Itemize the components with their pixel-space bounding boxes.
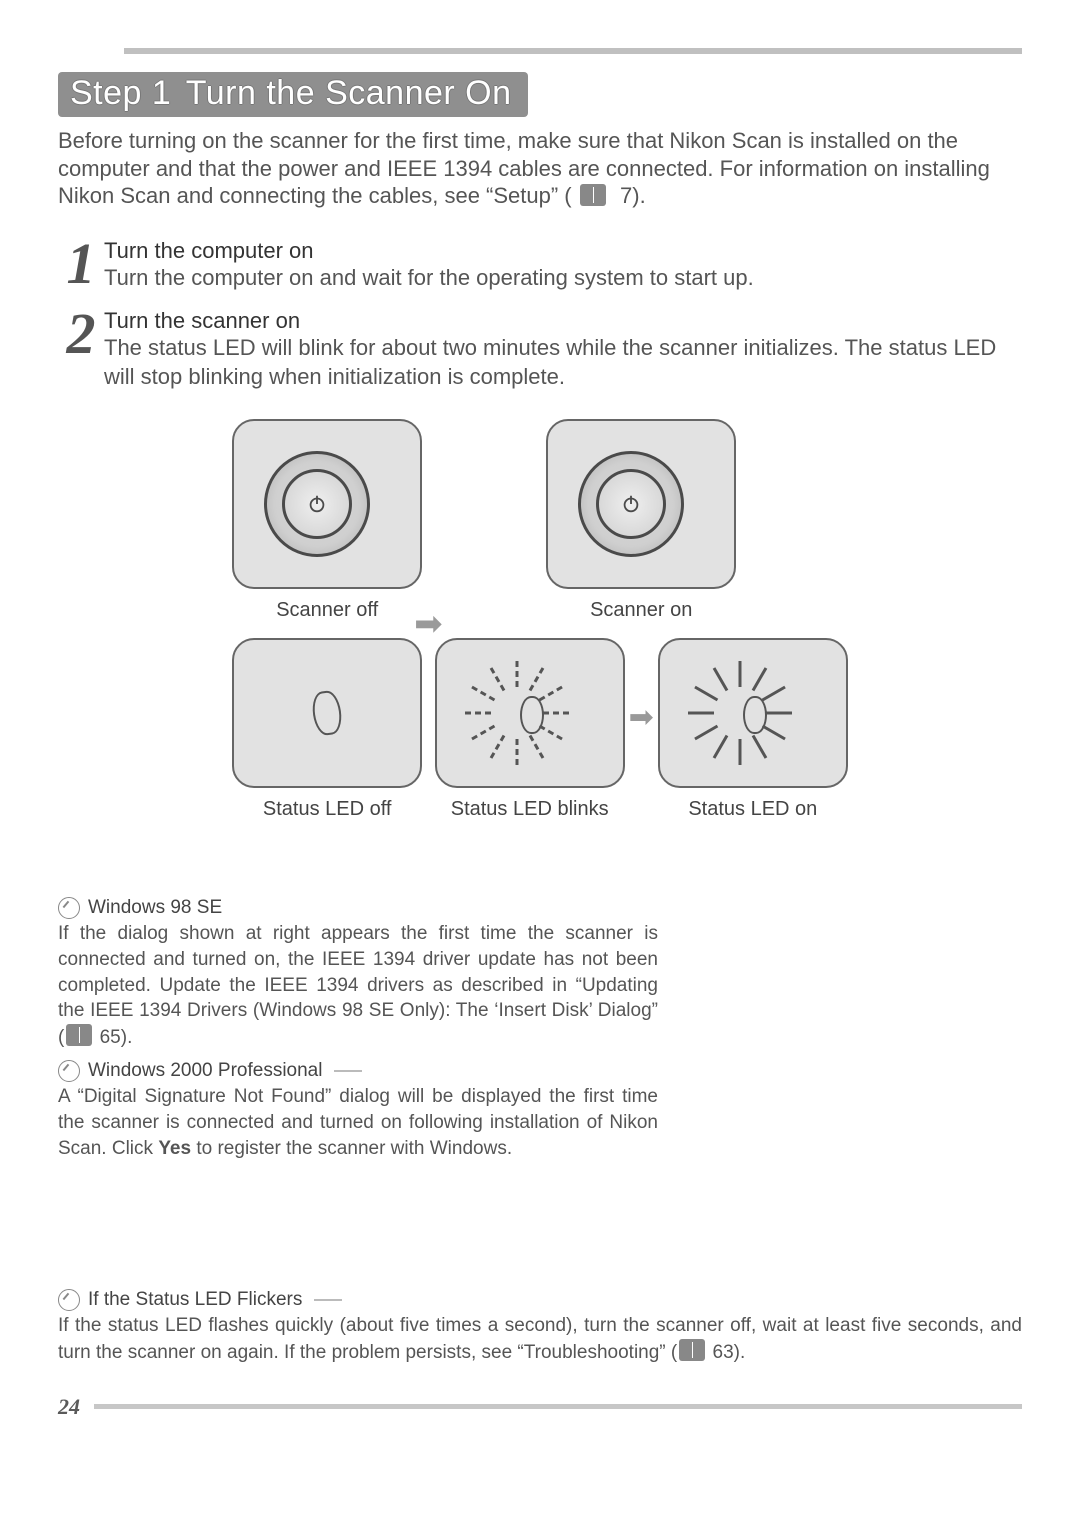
callout-body: If the status LED ﬂashes quickly (about … — [58, 1313, 1022, 1365]
step-1-text: Turn the computer on and wait for the op… — [104, 264, 1022, 293]
callout-win98: Windows 98 SE If the dialog shown at rig… — [58, 897, 1022, 1050]
led-blinks-icon — [470, 663, 590, 763]
callout-title: If the Status LED Flickers — [88, 1289, 302, 1311]
book-icon — [66, 1024, 92, 1046]
led-on-icon — [693, 663, 813, 763]
step-2-heading: Turn the scanner on — [104, 308, 1022, 334]
callout-title: Windows 2000 Professional — [88, 1060, 322, 1082]
book-icon — [580, 184, 606, 206]
callout-body: If the dialog shown at right appears the… — [58, 921, 658, 1050]
scanner-on-label: Scanner on — [590, 599, 692, 622]
step-label: Step 1 — [70, 74, 171, 112]
callout-head-rule — [334, 1070, 362, 1072]
callout-head-rule — [314, 1299, 342, 1301]
intro-text: Before turning on the scanner for the ﬁr… — [58, 128, 990, 208]
step-title-text: Turn the Scanner On — [186, 74, 512, 112]
note-icon — [58, 1060, 80, 1082]
step-title-banner: Step 1 Turn the Scanner On — [58, 72, 528, 117]
book-icon — [679, 1339, 705, 1361]
scanner-on-panel — [546, 419, 736, 589]
led-off-icon — [310, 690, 344, 737]
led-off-label: Status LED off — [263, 798, 392, 821]
scanner-on-col: Scanner on — [435, 419, 848, 837]
callout-win2000: Windows 2000 Professional A “Digital Sig… — [58, 1060, 1022, 1161]
power-icon — [620, 493, 642, 515]
top-rule — [124, 48, 1022, 54]
page-number: 24 — [58, 1394, 80, 1420]
led-off-panel — [232, 638, 422, 788]
manual-page: Step 1 Turn the Scanner On Before turnin… — [0, 0, 1080, 1460]
step-1-heading: Turn the computer on — [104, 238, 1022, 264]
intro-pageref: 7). — [614, 183, 646, 208]
step-2-text: The status LED will blink for about two … — [104, 334, 1022, 391]
step-1: 1 Turn the computer on Turn the computer… — [58, 232, 1022, 293]
footer-rule — [94, 1404, 1022, 1409]
step-number-1: 1 — [58, 232, 104, 290]
led-on-label: Status LED on — [688, 798, 817, 821]
scanner-off-label: Scanner off — [276, 599, 378, 622]
step-number-2: 2 — [58, 302, 104, 360]
note-icon — [58, 1289, 80, 1311]
step-2: 2 Turn the scanner on The status LED wil… — [58, 302, 1022, 391]
callout-title: Windows 98 SE — [88, 897, 222, 919]
note-icon — [58, 897, 80, 919]
led-on-panel — [658, 638, 848, 788]
led-blinks-panel — [435, 638, 625, 788]
led-blinks-label: Status LED blinks — [451, 798, 609, 821]
intro-paragraph: Before turning on the scanner for the ﬁr… — [58, 127, 1022, 210]
callout-led-flickers: If the Status LED Flickers If the status… — [58, 1289, 1022, 1365]
numbered-steps: 1 Turn the computer on Turn the computer… — [58, 232, 1022, 392]
callout-body: A “Digital Signature Not Found” dialog w… — [58, 1084, 658, 1161]
power-icon — [306, 493, 328, 515]
page-footer: 24 — [58, 1394, 1022, 1420]
arrow-icon: ➡ — [629, 700, 654, 775]
scanner-off-col: Scanner off Status LED off — [232, 419, 422, 837]
scanner-diagram: Scanner off Status LED off ➡ Scanner on — [58, 419, 1022, 837]
scanner-off-panel — [232, 419, 422, 589]
